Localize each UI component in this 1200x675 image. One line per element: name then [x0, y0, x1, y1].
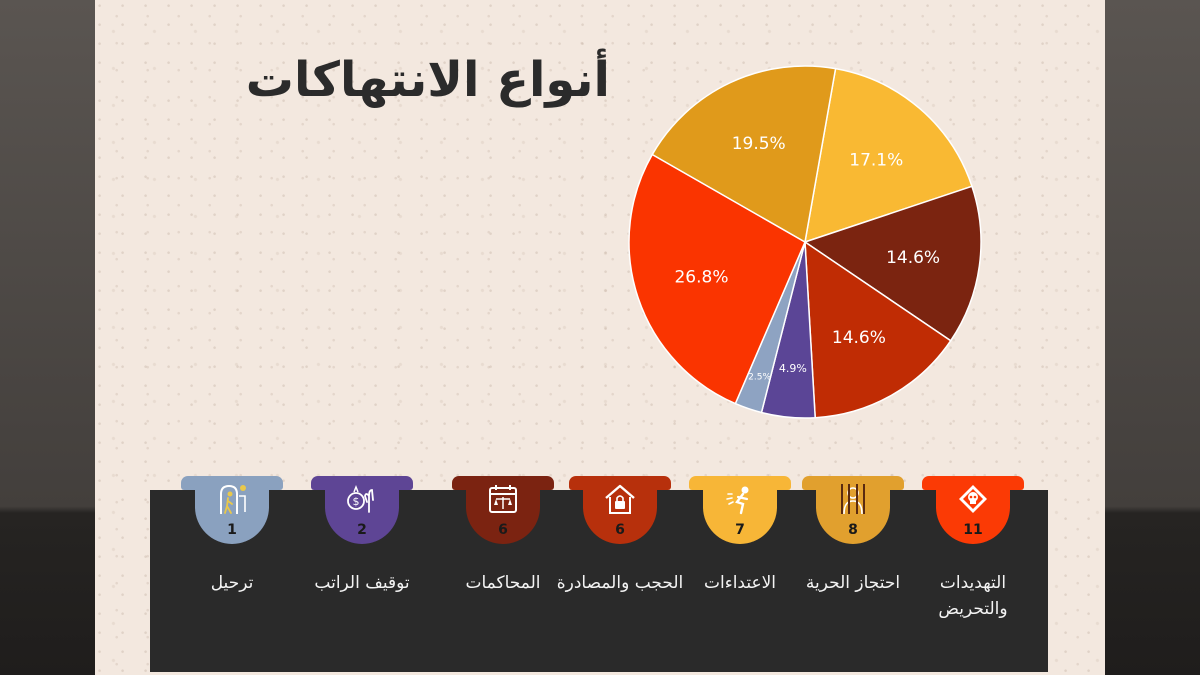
category-count: 7	[735, 522, 745, 538]
chart-title: أنواع الانتهاكات	[245, 52, 610, 108]
category-label: الحجب والمصادرة	[556, 573, 684, 593]
category-item-blocking: 6 الحجب والمصادرة	[557, 476, 683, 666]
category-badge: 1	[195, 478, 269, 544]
category-count: 6	[498, 522, 508, 538]
category-badge: 6	[583, 478, 657, 544]
category-count: 11	[963, 522, 983, 538]
category-count: 1	[227, 522, 237, 538]
category-label: الاعتداءات	[703, 573, 777, 593]
left-backdrop	[0, 0, 95, 675]
right-backdrop	[1105, 0, 1200, 675]
pie-slice	[803, 185, 982, 342]
pie-slice-label: 26.8%	[674, 268, 728, 288]
category-badge: 7	[703, 478, 777, 544]
pie-slice	[651, 65, 837, 244]
category-label: احتجاز الحرية	[805, 573, 901, 593]
toxic-skull-icon	[959, 485, 987, 513]
category-badge: 8	[816, 478, 890, 544]
locked-house-icon	[605, 484, 635, 514]
category-count: 6	[615, 522, 625, 538]
pie-slice	[804, 240, 952, 419]
category-item-salary: $ 2 توقيف الراتب	[302, 476, 422, 666]
category-item-threats: 11 التهديدات والتحريض	[913, 476, 1033, 666]
pie-slice-label: 19.5%	[732, 134, 786, 154]
category-label: التهديدات والتحريض	[938, 573, 1008, 619]
category-badge: $ 2	[325, 478, 399, 544]
svg-text:$: $	[353, 495, 360, 508]
pie-slice-label: 4.9%	[779, 362, 807, 375]
category-label: ترحيل	[210, 573, 254, 593]
category-item-detention: 8 احتجاز الحرية	[793, 476, 913, 666]
assault-icon	[726, 486, 749, 515]
court-scales-icon	[489, 485, 517, 513]
deportation-icon	[220, 484, 246, 514]
category-badge: 6	[466, 478, 540, 544]
category-count: 8	[848, 522, 858, 538]
category-count: 2	[357, 522, 367, 538]
category-item-assaults: 7 الاعتداءات	[680, 476, 800, 666]
category-label: المحاكمات	[465, 573, 541, 593]
category-item-trials: 6 المحاكمات	[443, 476, 563, 666]
category-item-deportation: 1 ترحيل	[172, 476, 292, 666]
salary-stop-icon: $	[347, 484, 374, 513]
pie-slice-label: 14.6%	[886, 248, 940, 268]
pie-chart: 17.1% 14.6% 14.6% 4.9% 2.5% 26.8% 19.5%	[628, 65, 982, 419]
prisoner-icon	[841, 484, 865, 515]
category-badge: 11	[936, 478, 1010, 544]
category-label: توقيف الراتب	[314, 573, 410, 593]
pie-slice-label: 17.1%	[849, 150, 903, 170]
pie-slice	[628, 153, 806, 405]
pie-slice	[804, 67, 973, 244]
pie-slice-label: 2.5%	[748, 372, 771, 382]
pie-slice-label: 14.6%	[832, 328, 886, 348]
